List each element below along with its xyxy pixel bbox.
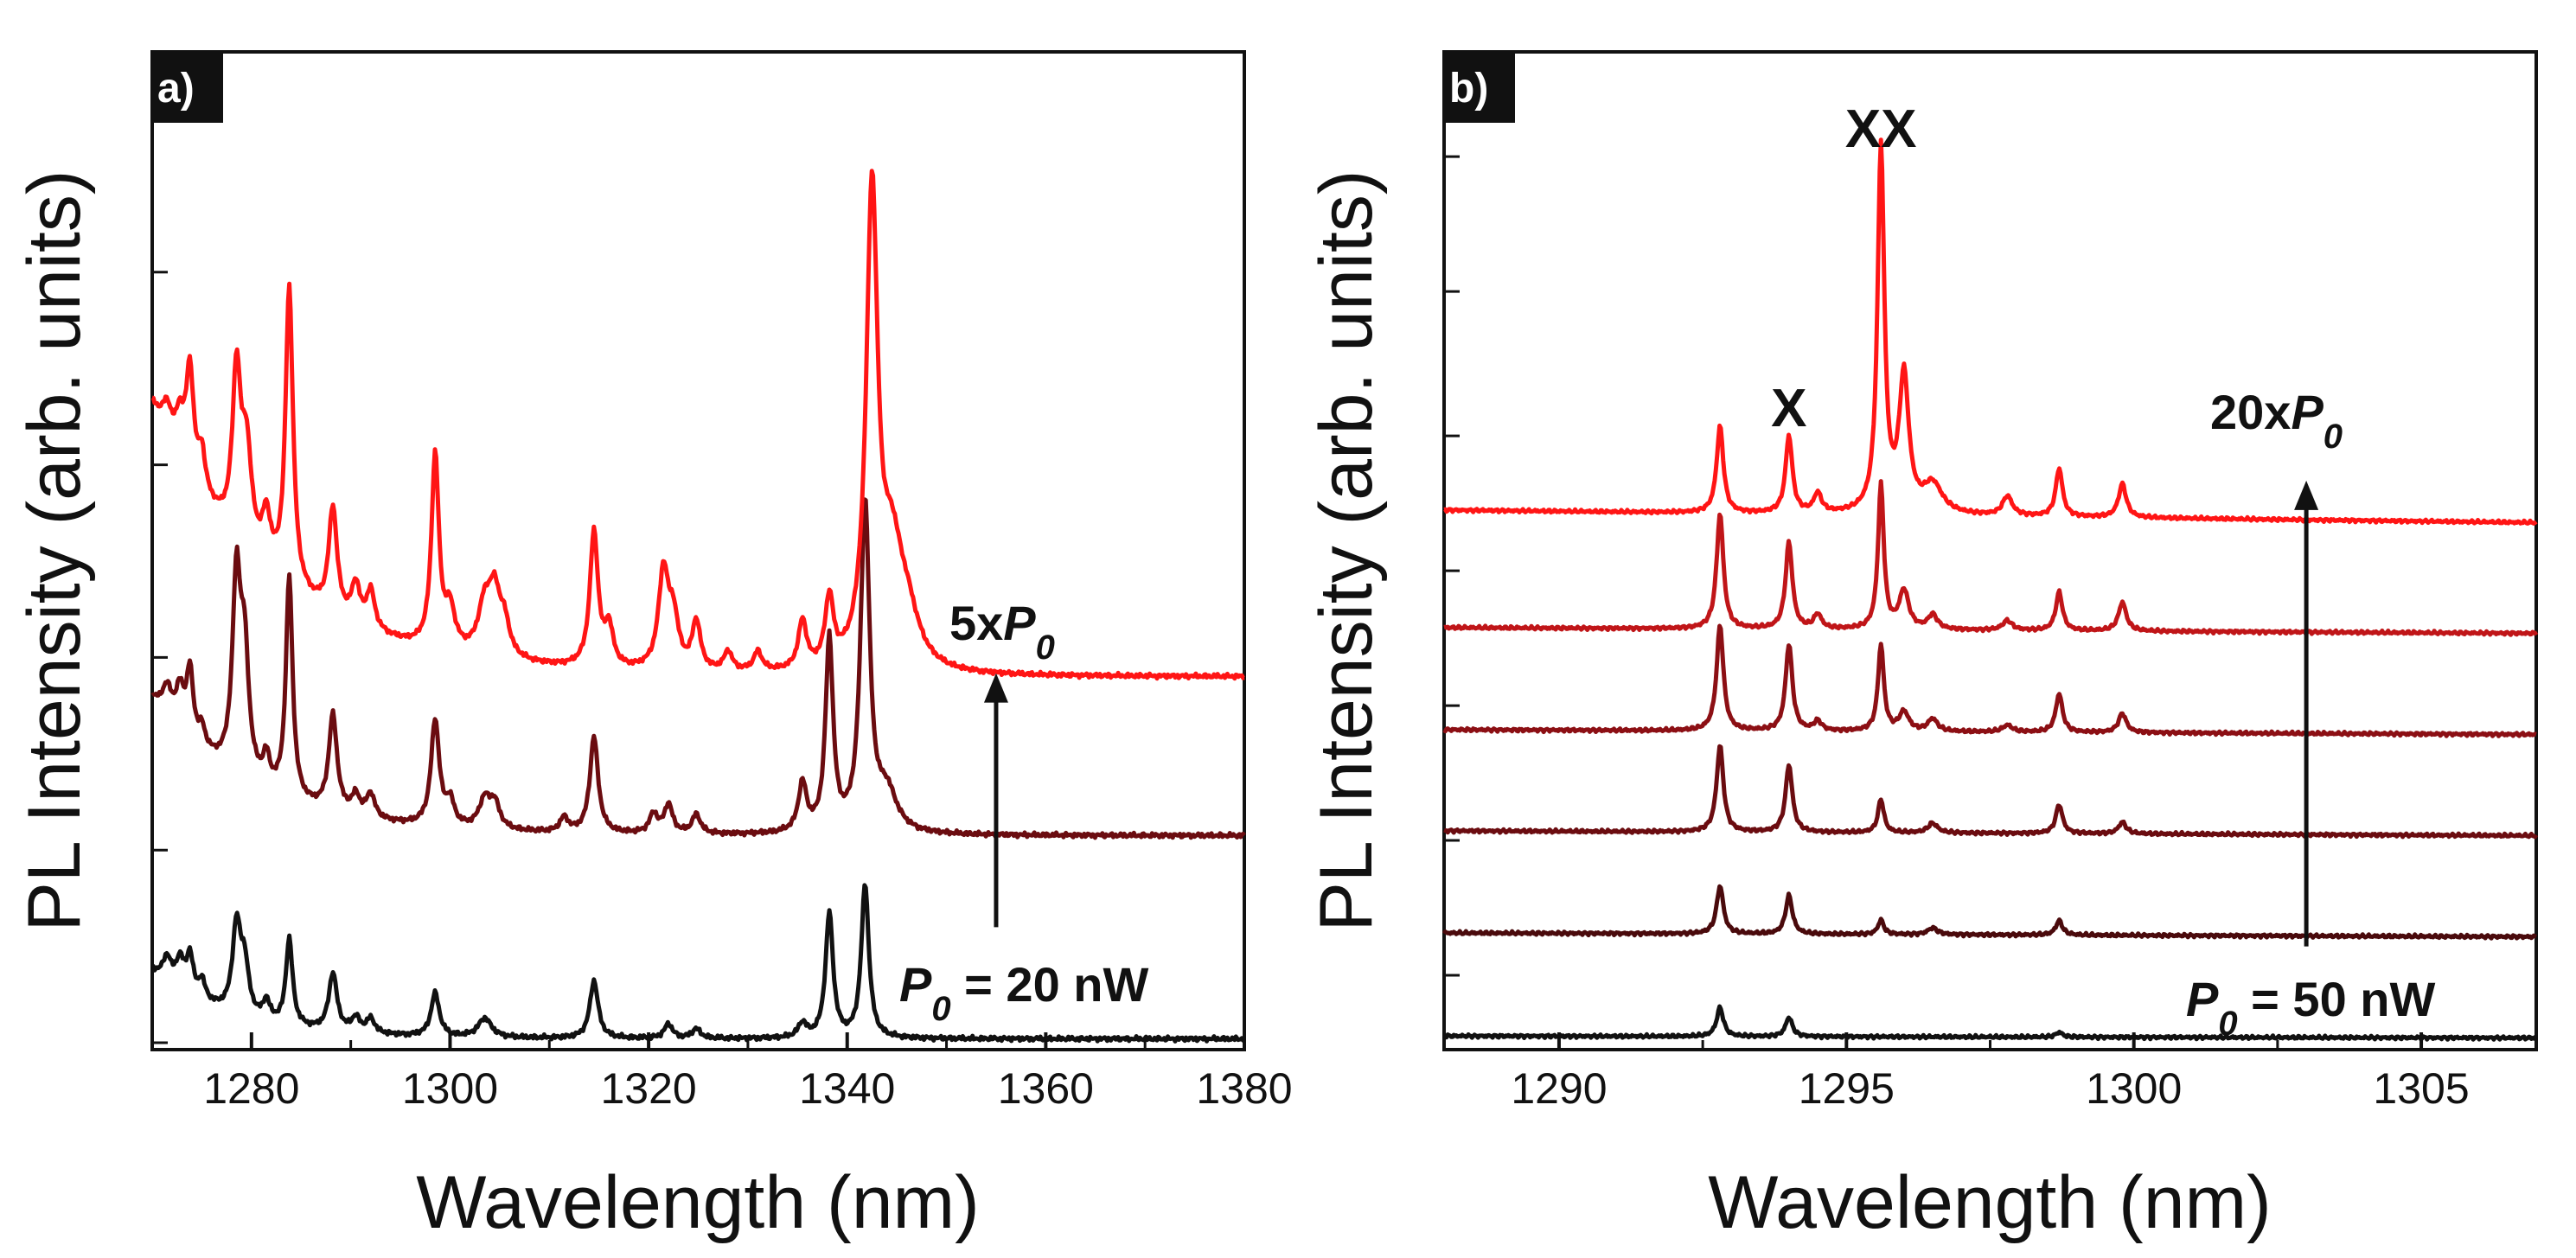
x-tick-label: 1380: [1196, 1064, 1292, 1113]
series-line-2xP0: [1441, 884, 2538, 941]
panel-b-power-top-label: 20xP0: [2210, 385, 2343, 456]
panel-b-peak-labels: XXX: [1771, 99, 1916, 438]
series-line-10xP0: [1442, 623, 2538, 738]
panel-a-x-ticks: 1280 1300 1320 1340 1360 1380: [150, 1032, 1293, 1113]
x-tick-label: 1280: [203, 1064, 299, 1113]
panel-b-x-ticks: 1290 1295 1300 1305: [1511, 1032, 2470, 1113]
panel-b-frame: [1442, 50, 2538, 1051]
panel-a: a) 1280 1300 1320 1340 1360 1380 PL Intensity…: [13, 50, 1293, 1244]
peak-label-xx: XX: [1845, 99, 1917, 159]
panel-b: b) 1290 1295 1300 1305 PL Intensity (arb. u…: [1305, 50, 2539, 1244]
panel-a-power-arrow: [983, 673, 1008, 928]
panel-b-label: b): [1449, 66, 1488, 112]
panel-a-power-top-label: 5xP0: [949, 596, 1055, 667]
panel-b-series: [1441, 137, 2539, 1042]
panel-a-frame: [150, 50, 1246, 1051]
x-tick-label: 1300: [402, 1064, 498, 1113]
x-tick-label: 1360: [998, 1064, 1094, 1113]
panel-a-y-axis-title: PL Intensity (arb. units): [13, 169, 96, 931]
x-tick-label: 1290: [1511, 1064, 1607, 1113]
series-line-15xP0: [1442, 479, 2539, 637]
panel-a-label: a): [157, 66, 195, 112]
arrow-head: [2294, 480, 2319, 510]
x-tick-label: 1340: [799, 1064, 895, 1113]
x-tick-label: 1300: [2086, 1064, 2182, 1113]
panel-b-x-axis-title: Wavelength (nm): [1708, 1161, 2272, 1244]
panel-b-power-bottom-label: P0 = 50 nW: [2186, 972, 2435, 1043]
x-tick-label: 1305: [2373, 1064, 2469, 1113]
panel-a-x-axis-title: Wavelength (nm): [416, 1161, 980, 1244]
panel-a-power-bottom-label: P0 = 20 nW: [899, 957, 1148, 1028]
panel-a-y-ticks: [152, 271, 168, 1044]
series-line-P0: [1442, 1004, 2538, 1042]
series-line-2xP0: [150, 497, 1246, 840]
panel-b-y-ticks: [1444, 155, 1460, 977]
panel-a-series: [150, 169, 1247, 1044]
panel-b-y-axis-title: PL Intensity (arb. units): [1305, 169, 1388, 931]
arrow-head: [983, 673, 1008, 703]
panel-b-power-arrow: [2294, 480, 2319, 947]
peak-label-x: X: [1771, 379, 1806, 438]
x-tick-label: 1295: [1799, 1064, 1895, 1113]
panel-b-label-box: [1444, 52, 1515, 123]
series-line-5xP0: [1442, 744, 2539, 840]
series-line-5xP0: [150, 169, 1246, 681]
series-line-20xP0: [1442, 137, 2538, 526]
x-tick-label: 1320: [600, 1064, 696, 1113]
series-line-P0: [150, 883, 1247, 1044]
panel-a-label-box: [152, 52, 223, 123]
